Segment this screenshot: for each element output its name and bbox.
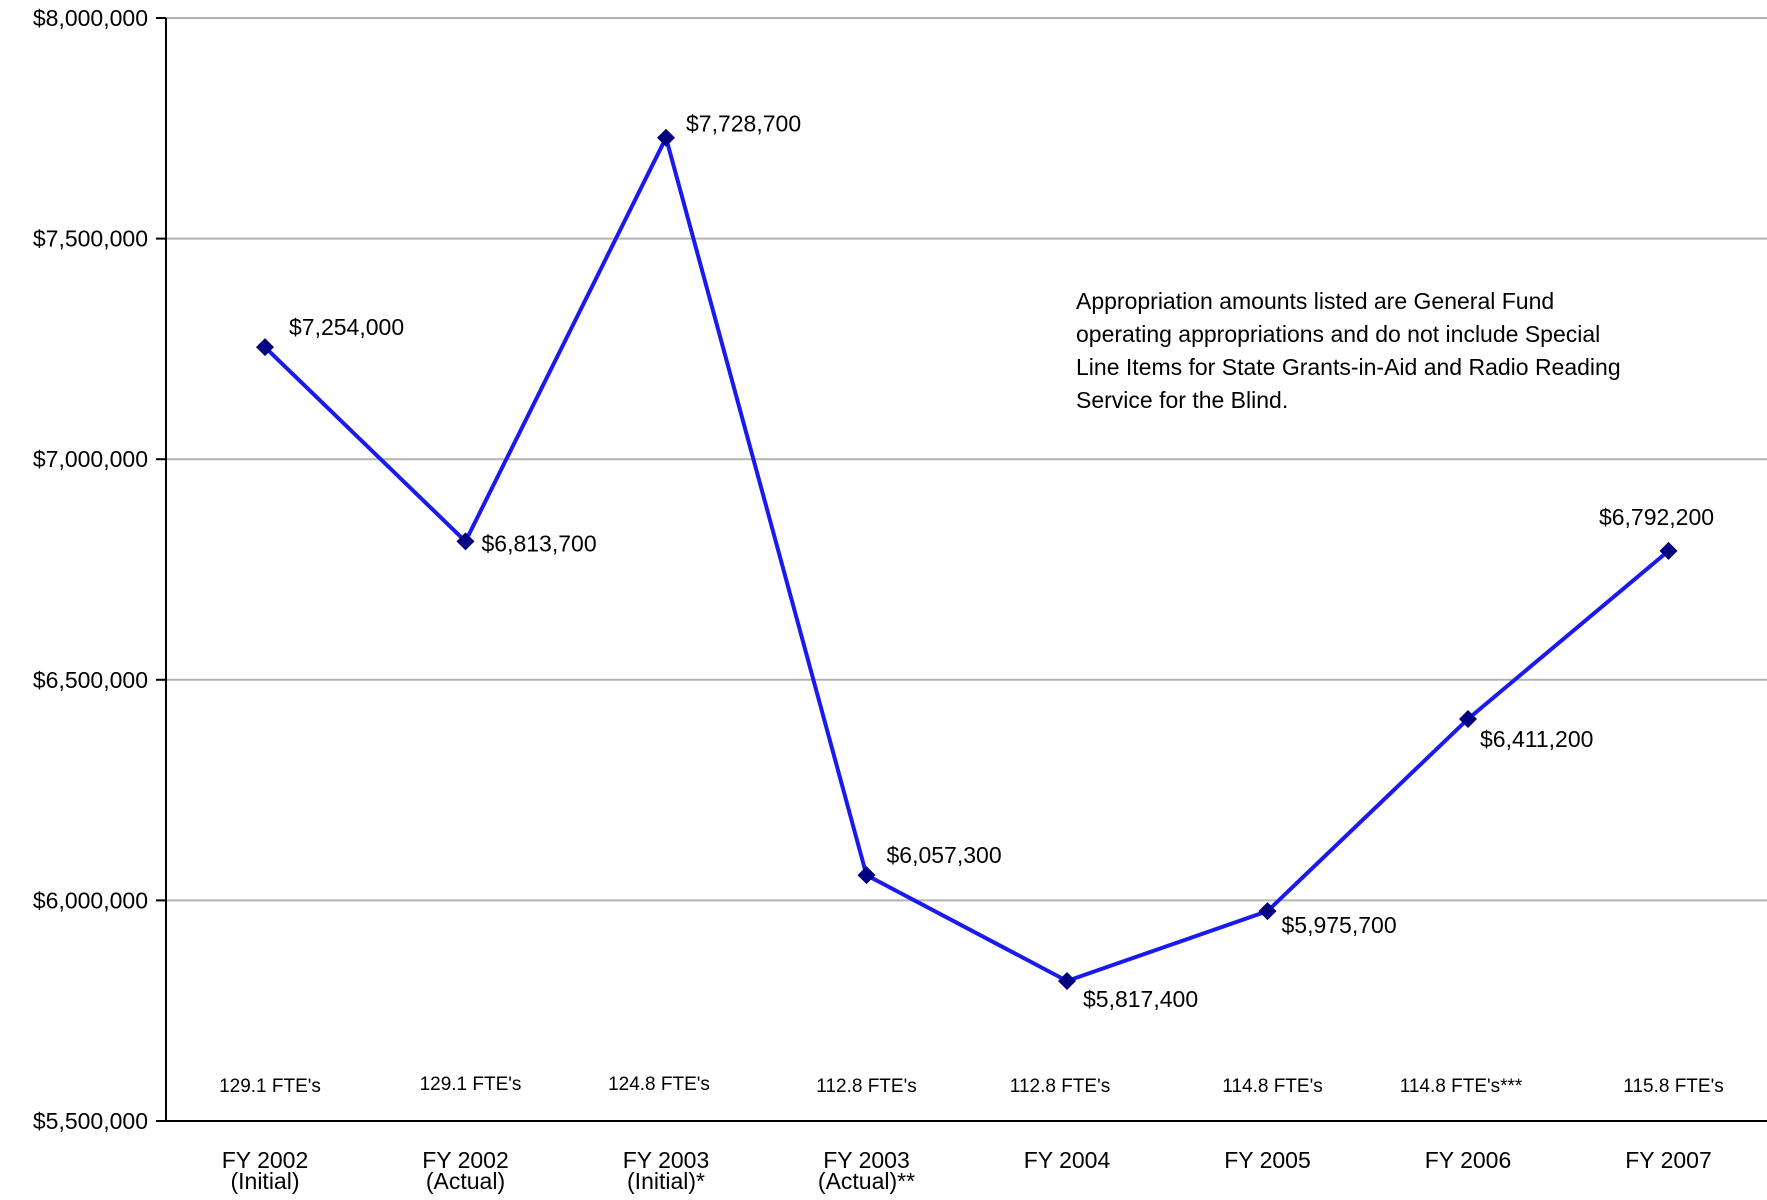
- data-point-marker: [657, 128, 675, 147]
- x-category-sublabel: (Initial)*: [627, 1168, 705, 1194]
- annotation-line: operating appropriations and do not incl…: [1076, 321, 1600, 347]
- data-label: $7,254,000: [289, 314, 404, 340]
- x-category-label: FY 2002: [222, 1147, 309, 1173]
- y-tick-labels: $5,500,000 $6,000,000 $6,500,000 $7,000,000…: [33, 5, 148, 1134]
- y-tick-label: $7,000,000: [33, 446, 148, 472]
- fte-label: 114.8 FTE's***: [1400, 1076, 1523, 1097]
- fte-label: 124.8 FTE's: [608, 1074, 710, 1095]
- data-label: $6,411,200: [1480, 726, 1593, 752]
- x-category-label: FY 2005: [1224, 1147, 1311, 1173]
- annotation-line: Line Items for State Grants-in-Aid and R…: [1076, 354, 1621, 380]
- x-category-labels: FY 2002(Initial)FY 2002(Actual)FY 2003(I…: [222, 1147, 1712, 1194]
- fte-label: 112.8 FTE's: [816, 1076, 916, 1097]
- y-tick-label: $7,500,000: [33, 226, 148, 252]
- gridlines: [166, 17, 1767, 902]
- x-category-sublabel: (Initial): [230, 1168, 299, 1194]
- y-tick-label: $8,000,000: [33, 5, 148, 31]
- fte-label: 114.8 FTE's: [1222, 1076, 1322, 1097]
- data-point-marker: [256, 338, 274, 357]
- annotation-line: Appropriation amounts listed are General…: [1076, 288, 1554, 314]
- y-tick-label: $5,500,000: [33, 1108, 148, 1134]
- x-category-label: FY 2007: [1625, 1147, 1712, 1173]
- data-label: $6,057,300: [887, 842, 1002, 868]
- data-point-marker: [857, 866, 876, 885]
- fte-labels: 129.1 FTE's 129.1 FTE's 124.8 FTE's 112.8 F…: [219, 1074, 1724, 1097]
- data-point-marker: [456, 532, 475, 551]
- series: [256, 128, 1678, 990]
- y-tick-label: $6,500,000: [33, 667, 148, 693]
- data-labels: $7,254,000 $6,813,700 $7,728,700 $6,057,300…: [289, 111, 1714, 1012]
- annotation-line: Service for the Blind.: [1076, 387, 1288, 413]
- data-point-marker: [1058, 971, 1076, 990]
- data-label: $6,813,700: [482, 530, 597, 556]
- fte-label: 129.1 FTE's: [420, 1074, 522, 1095]
- x-category-label: FY 2003: [823, 1147, 910, 1173]
- x-category-label: FY 2003: [623, 1147, 710, 1173]
- x-category-label: FY 2006: [1425, 1147, 1512, 1173]
- data-point-marker: [1659, 541, 1678, 560]
- fte-label: 115.8 FTE's: [1623, 1076, 1723, 1097]
- data-point-marker: [1258, 902, 1277, 921]
- y-tick-label: $6,000,000: [33, 887, 148, 913]
- data-label: $7,728,700: [686, 111, 801, 137]
- fte-label: 129.1 FTE's: [219, 1076, 321, 1097]
- data-label: $5,975,700: [1282, 912, 1397, 938]
- x-category-label: FY 2002: [422, 1147, 509, 1173]
- data-label: $5,817,400: [1083, 986, 1198, 1012]
- x-category-sublabel: (Actual)**: [818, 1168, 915, 1194]
- x-category-label: FY 2004: [1024, 1147, 1111, 1173]
- fte-label: 112.8 FTE's: [1010, 1076, 1110, 1097]
- chart-annotation: Appropriation amounts listed are General…: [1076, 288, 1621, 413]
- axes: [156, 17, 1767, 1122]
- data-point-marker: [1459, 709, 1477, 728]
- data-label: $6,792,200: [1599, 504, 1714, 530]
- series-line: [263, 132, 1670, 984]
- x-category-sublabel: (Actual): [426, 1168, 505, 1194]
